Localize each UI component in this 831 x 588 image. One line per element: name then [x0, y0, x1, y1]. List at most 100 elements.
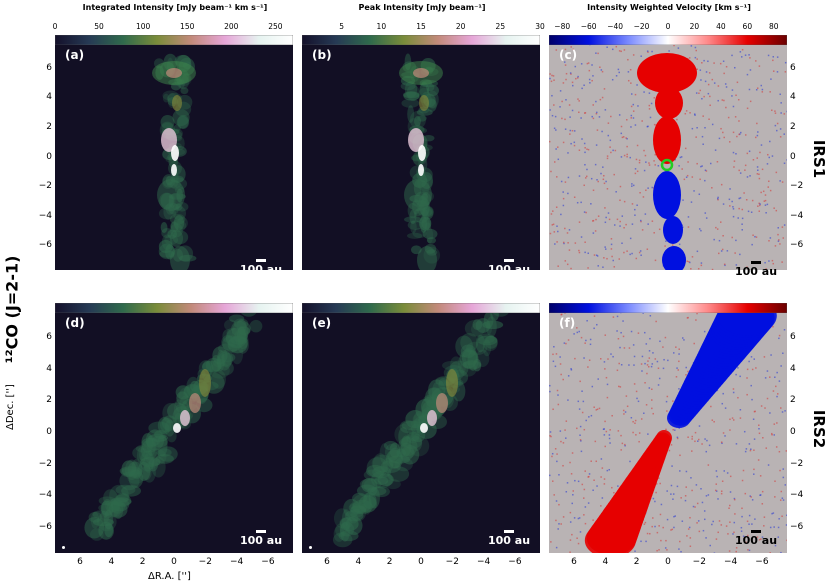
- noise-pixel: [700, 262, 703, 264]
- noise-pixel: [681, 520, 684, 522]
- emission-blob: [179, 395, 193, 414]
- noise-pixel: [633, 364, 635, 366]
- emission-blob: [394, 423, 414, 445]
- emission-blob: [161, 234, 173, 250]
- noise-pixel: [649, 116, 652, 119]
- noise-pixel: [769, 237, 772, 239]
- noise-pixel: [728, 550, 731, 552]
- noise-pixel: [736, 81, 739, 84]
- emission-blob: [170, 246, 190, 270]
- noise-pixel: [651, 388, 653, 391]
- noise-pixel: [781, 181, 784, 183]
- noise-pixel: [639, 191, 641, 194]
- noise-pixel: [722, 131, 724, 134]
- noise-pixel: [599, 98, 602, 101]
- noise-pixel: [551, 74, 553, 77]
- emission-blob: [400, 435, 412, 457]
- noise-pixel: [584, 241, 586, 243]
- noise-pixel: [777, 227, 779, 229]
- noise-pixel: [781, 226, 784, 228]
- noise-pixel: [690, 477, 692, 479]
- noise-pixel: [609, 146, 611, 148]
- noise-pixel: [774, 544, 777, 547]
- noise-pixel: [564, 260, 567, 262]
- noise-pixel: [707, 494, 710, 496]
- noise-pixel: [592, 75, 594, 77]
- noise-pixel: [678, 360, 680, 363]
- noise-pixel: [725, 65, 728, 68]
- noise-pixel: [734, 513, 736, 515]
- noise-pixel: [634, 124, 637, 126]
- x-tick-1-3: 0: [418, 557, 424, 567]
- noise-pixel: [620, 50, 622, 53]
- noise-pixel: [745, 448, 748, 450]
- noise-pixel: [698, 438, 700, 441]
- noise-pixel: [687, 226, 690, 228]
- noise-pixel: [715, 538, 718, 540]
- noise-pixel: [757, 169, 759, 172]
- noise-pixel: [627, 58, 629, 61]
- noise-pixel: [780, 365, 782, 367]
- noise-pixel: [611, 78, 614, 81]
- noise-pixel: [731, 236, 733, 239]
- noise-pixel: [752, 234, 754, 236]
- noise-pixel: [564, 118, 566, 121]
- noise-pixel: [603, 257, 605, 259]
- noise-pixel: [629, 156, 631, 159]
- noise-pixel: [774, 112, 777, 114]
- noise-pixel: [603, 428, 605, 430]
- noise-pixel: [635, 434, 637, 436]
- noise-pixel: [778, 334, 781, 337]
- noise-pixel: [549, 384, 551, 387]
- noise-pixel: [604, 445, 606, 448]
- noise-pixel: [549, 77, 551, 80]
- noise-pixel: [608, 437, 611, 440]
- noise-pixel: [767, 186, 770, 188]
- noise-pixel: [563, 342, 566, 344]
- noise-pixel: [711, 523, 713, 526]
- noise-pixel: [596, 255, 599, 257]
- emission-blob: [401, 98, 420, 108]
- noise-pixel: [631, 203, 634, 205]
- noise-pixel: [720, 492, 723, 495]
- noise-pixel: [604, 207, 606, 209]
- noise-pixel: [553, 231, 556, 233]
- emission-blob: [110, 497, 132, 507]
- noise-pixel: [735, 153, 737, 155]
- noise-pixel: [717, 531, 719, 534]
- noise-pixel: [666, 395, 669, 398]
- noise-pixel: [640, 254, 642, 257]
- noise-pixel: [775, 209, 778, 212]
- noise-pixel: [687, 436, 689, 438]
- noise-pixel: [632, 110, 635, 112]
- noise-pixel: [606, 155, 609, 157]
- noise-pixel: [551, 114, 554, 117]
- noise-pixel: [704, 179, 706, 182]
- noise-pixel: [758, 65, 761, 67]
- noise-pixel: [577, 75, 579, 78]
- emission-blob: [418, 145, 426, 161]
- noise-pixel: [750, 496, 752, 498]
- noise-pixel: [635, 257, 638, 260]
- noise-pixel: [569, 461, 571, 464]
- noise-pixel: [640, 55, 642, 57]
- noise-pixel: [694, 440, 696, 443]
- noise-pixel: [750, 211, 753, 213]
- noise-pixel: [586, 62, 589, 65]
- noise-pixel: [665, 428, 667, 431]
- noise-pixel: [720, 441, 723, 443]
- noise-pixel: [671, 528, 674, 531]
- noise-pixel: [658, 228, 661, 231]
- noise-pixel: [704, 169, 707, 172]
- noise-pixel: [736, 135, 738, 138]
- noise-pixel: [775, 385, 777, 388]
- emission-blob: [221, 349, 233, 368]
- noise-pixel: [564, 128, 567, 130]
- noise-pixel: [601, 130, 603, 133]
- noise-pixel: [689, 545, 692, 548]
- noise-pixel: [549, 431, 552, 433]
- noise-pixel: [769, 376, 771, 378]
- noise-pixel: [678, 348, 680, 350]
- noise-pixel: [691, 127, 694, 130]
- noise-pixel: [773, 526, 775, 528]
